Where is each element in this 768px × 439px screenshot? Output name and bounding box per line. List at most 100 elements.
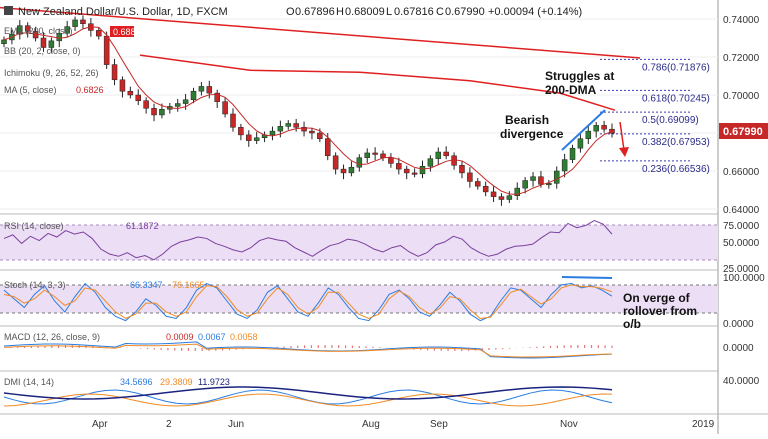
candle-body [293,123,299,128]
ohlc-o-label: O [286,6,295,18]
macd-value: 0.0067 [198,332,226,342]
candle-body [348,166,355,174]
rsi-label[interactable]: RSI (14, close) [4,221,64,231]
stoch-k-value: 66.3347 [130,280,163,290]
candle-body [222,101,228,115]
candle-body [396,163,402,170]
rsi-tick: 25.0000 [723,264,760,275]
candle-body [238,127,244,136]
candle-body [561,159,568,172]
stoch-divergence-line [561,276,613,279]
candle-body [356,157,363,168]
stoch-d-value: 76.1665 [172,280,205,290]
down-arrow-icon [619,147,629,157]
annotation-verge-2: rollover from [623,304,697,318]
rsi-tick: 50.0000 [723,238,760,249]
candle-body [388,157,394,164]
adx-value: 11.9723 [198,377,230,387]
candle-body [475,181,481,187]
ma-series-line [3,26,613,195]
candle-body [301,127,307,132]
macd-signal-value: 0.0058 [230,332,258,342]
annotation-bearish: Bearish [505,113,549,127]
macd-line [3,341,613,359]
ma-value: 0.6826 [76,85,104,95]
ema-label[interactable]: EMA (200, close) [4,26,73,36]
rsi-value: 61.1872 [126,221,159,231]
candle-body [182,99,189,104]
candle-body [324,138,331,157]
ma-label[interactable]: MA (5, close) [4,85,57,95]
ohlc-high: 0.68009 [345,6,385,18]
stoch-label[interactable]: Stoch (14, 3, 3) [4,280,66,290]
fib-level-label: 0.236(0.66536) [642,164,710,175]
ohlc-open: 0.67896 [295,6,335,18]
candle-body [411,172,418,175]
stoch-band [0,285,718,313]
candle-body [206,86,213,94]
candle-body [72,19,78,27]
price-tick: 0.64000 [723,205,760,216]
candle-body [198,86,205,92]
candle-body [506,195,513,200]
rsi-tick: 75.0000 [723,221,760,232]
annotation-verge-3: o/b [623,317,641,331]
ohlc-low: 0.67816 [394,6,434,18]
candle-body [522,180,528,189]
candle-body [490,191,497,197]
candle-body [403,168,410,174]
annotation-dma: 200-DMA [545,83,597,97]
candle-body [80,19,86,25]
dmi-plus-value: 34.5696 [120,377,153,387]
candle-body [48,40,55,48]
macd-hist-value: 0.0009 [166,332,194,342]
candle-body [64,26,70,34]
annotation-verge-1: On verge of [623,291,691,305]
macd-label[interactable]: MACD (12, 26, close, 9) [4,332,100,342]
candle-body [17,25,23,35]
candle-body [332,155,339,170]
candle-body [40,37,47,48]
candle-body [380,153,386,158]
candle-body [419,166,426,175]
candle-body [309,130,315,134]
fib-level-label: 0.786(0.71876) [642,62,710,73]
candle-body [317,132,323,139]
candle-body [111,64,118,81]
candle-body [96,30,102,37]
dmi-label[interactable]: DMI (14, 14) [4,377,54,387]
candle-body [1,39,7,44]
candle-body [190,90,197,100]
bb-label[interactable]: BB (20, 2, close, 0) [4,46,81,56]
candle-body [546,183,552,186]
candle-body [159,109,165,116]
price-tick: 0.70000 [723,91,760,102]
candle-body [514,187,520,196]
rsi-band [0,225,718,260]
dmi-minus-value: 29.3809 [160,377,193,387]
candle-body [214,92,220,102]
stoch-tick: 100.0000 [723,273,765,284]
price-axis[interactable]: 0.74000 0.72000 0.70000 0.66000 0.64000 … [719,15,768,216]
fib-level-label: 0.5(0.69099) [642,115,699,126]
fib-level-label: 0.618(0.70245) [642,93,710,104]
candle-body [151,108,157,116]
candle-body [593,125,599,132]
candle-body [56,33,63,42]
time-axis[interactable]: Apr 2 Jun Aug Sep Nov 2019 [92,419,715,430]
ema-series-line [0,6,641,59]
candle-body [601,125,607,130]
candle-body [427,158,434,167]
fib-level-label: 0.382(0.67953) [642,137,710,148]
ohlc-l-label: L [386,6,392,18]
time-tick: 2 [166,419,172,430]
macd-signal-line [3,343,613,358]
symbol-title: New Zealand Dollar/U.S. Dollar, 1D, FXCM [18,6,228,18]
candle-body [577,138,584,149]
candle-body [285,123,292,127]
time-tick: 2019 [692,419,715,430]
candle-body [277,126,284,132]
candle-body [459,165,465,174]
ichimoku-label[interactable]: Ichimoku (9, 26, 52, 26) [4,68,99,78]
